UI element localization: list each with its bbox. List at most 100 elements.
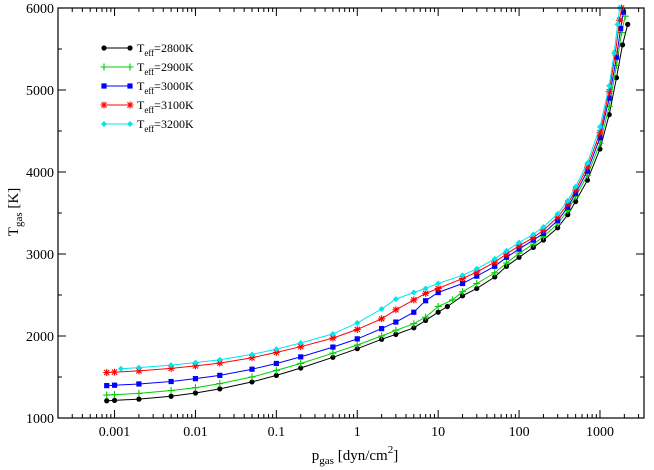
data-point [435, 289, 441, 296]
data-point [459, 280, 466, 287]
data-point [216, 359, 224, 367]
data-point [297, 343, 305, 351]
legend-entry: Teff=2900K [100, 60, 194, 77]
data-point [168, 378, 174, 385]
data-point [423, 298, 429, 304]
data-point [555, 225, 561, 231]
y-tick-label: 3000 [26, 248, 54, 263]
y-axis-label: Tgas [K] [6, 188, 25, 236]
legend-marker [127, 121, 133, 127]
data-point [273, 346, 280, 353]
data-point [605, 88, 613, 96]
data-point [135, 367, 143, 375]
legend-marker [101, 83, 107, 89]
data-point [217, 372, 223, 378]
data-point [611, 50, 618, 57]
data-point [473, 265, 480, 272]
data-point [353, 341, 361, 349]
data-point [273, 360, 279, 367]
data-point [503, 250, 511, 258]
data-point [597, 134, 603, 141]
ticks-layer: 0.001 0.01 0.1 1 10 100 1000 1000 2000 3000 4000 50… [26, 2, 644, 440]
y-tick-label: 6000 [26, 2, 54, 17]
data-point [572, 183, 579, 190]
data-point [273, 372, 279, 378]
data-point [136, 396, 142, 402]
data-point [435, 309, 441, 315]
data-point [444, 303, 450, 310]
legend-marker [101, 121, 107, 127]
data-point [216, 380, 224, 388]
legend-entry: Teff=3000K [101, 79, 194, 96]
data-point [491, 258, 499, 266]
data-point [596, 129, 604, 137]
data-point [422, 285, 429, 292]
data-point [619, 42, 626, 48]
legend-marker [101, 45, 107, 51]
data-point [422, 289, 430, 297]
legend: Teff=2800K Teff=2900K Teff=3000K Teff=3100K… [100, 41, 194, 134]
data-point [434, 302, 442, 310]
data-point [249, 379, 255, 385]
y-tick-label: 4000 [26, 166, 54, 181]
data-point [272, 348, 280, 356]
data-point [503, 247, 510, 254]
data-point [584, 168, 591, 174]
data-point [111, 368, 119, 376]
series-5 [117, 5, 623, 372]
data-point [354, 346, 360, 352]
data-point [410, 296, 418, 304]
data-point [167, 364, 175, 372]
data-point [329, 330, 336, 337]
data-point [612, 61, 620, 69]
data-point [378, 332, 386, 340]
data-point [249, 366, 255, 372]
data-point [554, 210, 561, 217]
data-point [191, 384, 199, 392]
data-point [473, 268, 481, 276]
y-tick-label: 1000 [26, 412, 54, 427]
x-axis-label: pgas [dyn/cm2] [312, 444, 398, 467]
data-point [103, 391, 111, 399]
data-point [614, 21, 621, 28]
series-2 [103, 12, 629, 399]
data-point [613, 54, 620, 60]
data-point [606, 82, 613, 89]
data-point [298, 354, 304, 360]
data-point [330, 344, 336, 350]
data-point [618, 25, 624, 32]
data-point [393, 331, 399, 337]
data-point [492, 274, 498, 280]
data-point [516, 239, 523, 246]
x-tick-label: 1000 [586, 425, 614, 440]
y-tick-label: 2000 [26, 330, 54, 345]
data-point [104, 383, 110, 389]
data-point [117, 365, 124, 372]
data-point [491, 269, 499, 277]
series-line [106, 7, 623, 373]
data-point [136, 381, 142, 387]
data-point [216, 356, 223, 363]
data-point [378, 315, 386, 323]
y-tick-label: 5000 [26, 84, 54, 99]
data-point [606, 95, 612, 101]
data-point [491, 255, 498, 262]
x-tick-label: 0.1 [268, 425, 286, 440]
legend-marker [127, 45, 133, 51]
data-point [422, 313, 430, 321]
data-point [411, 325, 417, 331]
data-point [410, 320, 418, 328]
data-point [135, 389, 143, 397]
data-point [459, 288, 467, 296]
data-point [392, 306, 400, 314]
data-point [474, 273, 480, 279]
data-point [596, 123, 603, 130]
data-point [616, 16, 624, 24]
data-point [625, 21, 631, 27]
data-point [515, 242, 523, 250]
data-point [411, 309, 417, 315]
data-point [297, 339, 304, 346]
data-point [192, 390, 199, 396]
data-point [573, 198, 579, 205]
data-point [191, 362, 199, 370]
